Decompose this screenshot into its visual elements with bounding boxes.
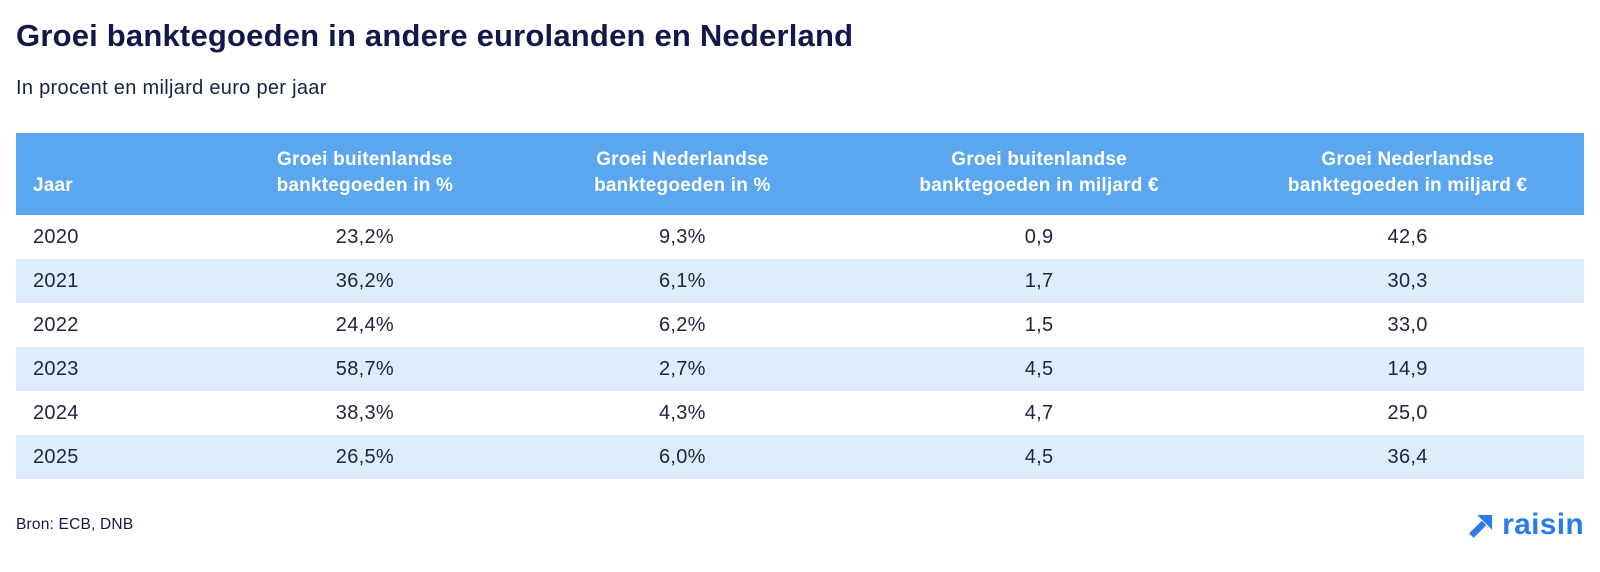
value-cell: 14,9: [1387, 357, 1428, 380]
table-row: 2022 24,4% 6,2% 1,5 33,0: [16, 303, 1584, 348]
value-cell: 4,5: [1024, 357, 1054, 380]
column-header: Groei Nederlandse banktegoeden in %: [517, 133, 848, 216]
value-cell: 6,0%: [658, 445, 706, 468]
table-row: 2021 36,2% 6,1% 1,7 30,3: [16, 259, 1584, 304]
year-cell: 2021: [33, 269, 79, 292]
column-header: Jaar: [16, 133, 212, 216]
value-cell: 36,4: [1387, 445, 1428, 468]
year-cell: 2022: [33, 313, 79, 336]
table-row: 2024 38,3% 4,3% 4,7 25,0: [16, 391, 1584, 436]
value-cell: 6,1%: [658, 269, 706, 292]
table-header-row: Jaar Groei buitenlandse banktegoeden in %…: [16, 133, 1584, 216]
value-cell: 33,0: [1387, 313, 1428, 336]
column-header: Groei buitenlandse banktegoeden in milja…: [847, 133, 1232, 216]
value-cell: 42,6: [1387, 225, 1428, 248]
brand-name: raisin: [1502, 508, 1584, 542]
value-cell: 4,5: [1024, 445, 1054, 468]
value-cell: 24,4%: [335, 313, 394, 336]
year-cell: 2020: [33, 225, 79, 248]
data-table: Jaar Groei buitenlandse banktegoeden in %…: [16, 133, 1584, 480]
page-title: Groei banktegoeden in andere eurolanden …: [16, 18, 854, 53]
source-note: Bron: ECB, DNB: [16, 516, 134, 534]
value-cell: 4,7: [1024, 401, 1054, 424]
footer: Bron: ECB, DNB raisin: [16, 510, 1584, 540]
value-cell: 25,0: [1387, 401, 1428, 424]
value-cell: 1,7: [1024, 269, 1054, 292]
value-cell: 30,3: [1387, 269, 1428, 292]
value-cell: 58,7%: [335, 357, 394, 380]
column-header: Groei buitenlandse banktegoeden in %: [212, 133, 518, 216]
table-head: Jaar Groei buitenlandse banktegoeden in %…: [16, 133, 1584, 216]
value-cell: 1,5: [1024, 313, 1054, 336]
table-row: 2020 23,2% 9,3% 0,9 42,6: [16, 215, 1584, 260]
value-cell: 23,2%: [335, 225, 394, 248]
column-header: Groei Nederlandse banktegoeden in miljar…: [1231, 133, 1584, 216]
value-cell: 2,7%: [658, 357, 706, 380]
table-body: 2020 23,2% 9,3% 0,9 42,6 2021 36,2% 6,1% 1,7 30,3…: [16, 215, 1584, 480]
page-subtitle: In procent en miljard euro per jaar: [16, 77, 327, 99]
year-cell: 2025: [33, 445, 79, 468]
year-cell: 2024: [33, 401, 79, 424]
value-cell: 38,3%: [335, 401, 394, 424]
table-row: 2023 58,7% 2,7% 4,5 14,9: [16, 347, 1584, 392]
arrow-up-right-icon: [1469, 514, 1493, 538]
value-cell: 26,5%: [335, 445, 394, 468]
brand-logo[interactable]: raisin: [1468, 510, 1584, 540]
table-row: 2025 26,5% 6,0% 4,5 36,4: [16, 435, 1584, 480]
value-cell: 4,3%: [658, 401, 706, 424]
value-cell: 9,3%: [658, 225, 706, 248]
value-cell: 6,2%: [658, 313, 706, 336]
year-cell: 2023: [33, 357, 79, 380]
value-cell: 0,9: [1024, 225, 1054, 248]
value-cell: 36,2%: [335, 269, 394, 292]
